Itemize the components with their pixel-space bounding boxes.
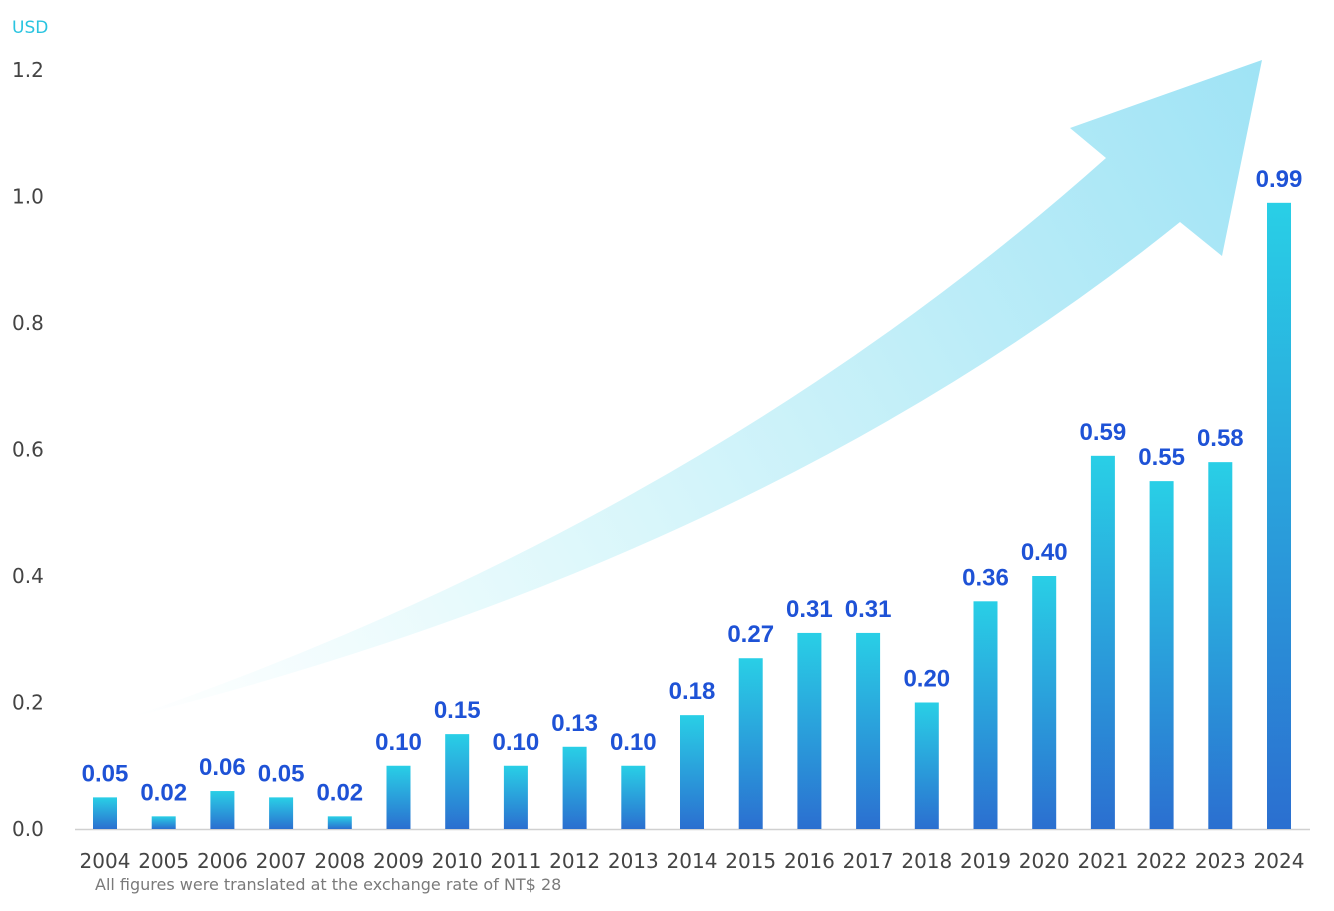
bar-2023 <box>1208 462 1233 829</box>
bar-2011 <box>503 765 528 829</box>
bar-2013 <box>621 765 646 829</box>
data-label-2023: 0.58 <box>1197 425 1244 452</box>
x-tick-label: 2004 <box>80 849 131 873</box>
bar-2024 <box>1267 202 1291 829</box>
data-label-2024: 0.99 <box>1256 166 1303 193</box>
x-tick-label: 2019 <box>960 849 1011 873</box>
x-tick-label: 2010 <box>432 849 483 873</box>
y-tick-label: 0.0 <box>12 817 44 841</box>
x-tick-label: 2013 <box>608 849 659 873</box>
x-tick-label: 2012 <box>549 849 600 873</box>
data-label-2007: 0.05 <box>258 760 305 787</box>
x-tick-label: 2015 <box>725 849 776 873</box>
x-tick-label: 2009 <box>373 849 424 873</box>
x-tick-label: 2017 <box>843 849 894 873</box>
data-label-2020: 0.40 <box>1021 539 1068 566</box>
data-label-2017: 0.31 <box>845 596 892 623</box>
trend-arrow-decoration <box>128 60 1262 718</box>
data-label-2011: 0.10 <box>493 729 540 756</box>
x-tick-label: 2005 <box>138 849 189 873</box>
data-label-2005: 0.02 <box>140 779 187 806</box>
data-label-2009: 0.10 <box>375 729 422 756</box>
bar-2021 <box>1090 455 1115 829</box>
data-label-2022: 0.55 <box>1138 444 1185 471</box>
y-axis: 0.0 0.2 0.4 0.6 0.8 1.0 1.2 <box>12 58 44 841</box>
bar-2020 <box>1032 576 1057 829</box>
bar-2005 <box>151 816 176 829</box>
x-tick-label: 2014 <box>667 849 718 873</box>
x-tick-label: 2021 <box>1077 849 1128 873</box>
x-tick-label: 2016 <box>784 849 835 873</box>
data-labels: 0.05 0.02 0.06 0.05 0.02 0.10 0.15 0.10 0.13 0.10… <box>82 166 1303 807</box>
x-tick-label: 2024 <box>1254 849 1305 873</box>
bar-2015 <box>738 658 763 829</box>
data-label-2006: 0.06 <box>199 754 246 781</box>
data-label-2019: 0.36 <box>962 564 1009 591</box>
x-axis: 2004 2005 2006 2007 2008 2009 2010 2011 2012 2013… <box>80 849 1305 873</box>
bar-2008 <box>327 816 352 829</box>
x-tick-label: 2018 <box>901 849 952 873</box>
bar-2006 <box>210 791 235 829</box>
data-label-2014: 0.18 <box>669 678 716 705</box>
data-label-2018: 0.20 <box>903 666 950 693</box>
y-tick-label: 0.2 <box>12 691 44 715</box>
footnote: All figures were translated at the excha… <box>95 875 562 894</box>
bar-2022 <box>1149 481 1174 829</box>
bar-2019 <box>973 601 998 829</box>
data-label-2008: 0.02 <box>316 779 363 806</box>
data-label-2021: 0.59 <box>1080 419 1127 446</box>
y-tick-label: 0.4 <box>12 564 44 588</box>
x-tick-label: 2020 <box>1019 849 1070 873</box>
x-tick-label: 2022 <box>1136 849 1187 873</box>
bar-2018 <box>914 702 939 829</box>
x-tick-label: 2023 <box>1195 849 1246 873</box>
bar-2007 <box>269 797 294 829</box>
y-axis-unit-label: USD <box>12 18 49 38</box>
y-tick-label: 1.0 <box>12 185 44 209</box>
data-label-2004: 0.05 <box>82 760 129 787</box>
x-tick-label: 2011 <box>490 849 541 873</box>
bar-2014 <box>680 715 704 829</box>
x-tick-label: 2007 <box>256 849 307 873</box>
data-label-2013: 0.10 <box>610 729 657 756</box>
data-label-2010: 0.15 <box>434 697 481 724</box>
bar-2009 <box>386 765 411 829</box>
bar-2004 <box>93 797 117 829</box>
y-tick-label: 0.6 <box>12 438 44 462</box>
data-label-2015: 0.27 <box>727 621 774 648</box>
y-tick-label: 0.8 <box>12 311 44 335</box>
data-label-2016: 0.31 <box>786 596 833 623</box>
bar-2010 <box>445 734 470 829</box>
bar-2016 <box>797 632 822 829</box>
x-tick-label: 2008 <box>314 849 365 873</box>
x-tick-label: 2006 <box>197 849 248 873</box>
bar-2017 <box>856 632 881 829</box>
bar-2012 <box>562 746 587 829</box>
y-tick-label: 1.2 <box>12 58 44 82</box>
bar-series <box>93 202 1291 829</box>
data-label-2012: 0.13 <box>551 710 598 737</box>
